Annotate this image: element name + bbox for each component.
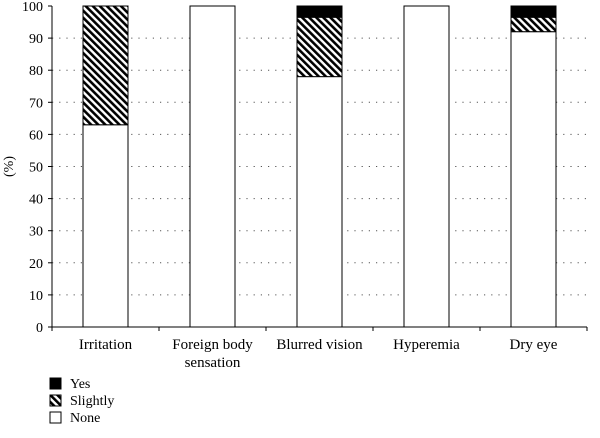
- bar-none-4: [510, 31, 557, 328]
- bar-none-2: [296, 76, 343, 328]
- y-tick-label-50: 50: [29, 161, 43, 176]
- y-tick-label-40: 40: [29, 193, 43, 208]
- bar-slightly-4: [510, 16, 557, 33]
- bar-none-1: [189, 5, 236, 328]
- legend-label-slightly: Slightly: [70, 394, 114, 409]
- y-tick-label-60: 60: [29, 128, 43, 143]
- y-tick-label-20: 20: [29, 257, 43, 272]
- bar-none-0: [82, 124, 129, 328]
- legend-swatch-slightly: [49, 394, 62, 407]
- legend: Yes Slightly None: [49, 377, 114, 426]
- tick-labels: Irritation Foreign body sensation Blurred v…: [2, 0, 558, 371]
- bar-none-3: [403, 5, 450, 328]
- legend-swatch-none: [49, 411, 62, 424]
- y-tick-label-30: 30: [29, 225, 43, 240]
- y-axis-label: (%): [2, 156, 17, 177]
- bar-yes-2: [296, 5, 343, 18]
- legend-label-none: None: [70, 411, 100, 426]
- legend-swatch-yes: [49, 377, 62, 390]
- y-tick-label-80: 80: [29, 64, 43, 79]
- x-tick-label-0: Irritation: [79, 337, 133, 353]
- legend-label-yes: Yes: [70, 377, 90, 392]
- x-tick-label-2: Blurred vision: [276, 337, 363, 353]
- bar-yes-4: [510, 5, 557, 18]
- axes: [48, 5, 588, 331]
- y-tick-label-100: 100: [22, 0, 43, 15]
- bar-slightly-0: [82, 5, 129, 126]
- x-tick-label-4: Dry eye: [510, 337, 558, 353]
- x-tick-label-3: Hyperemia: [393, 337, 460, 353]
- bar-slightly-2: [296, 16, 343, 78]
- y-tick-label-90: 90: [29, 32, 43, 47]
- x-tick-label-1: Foreign body sensation: [172, 337, 253, 371]
- y-tick-label-70: 70: [29, 96, 43, 111]
- y-tick-label-0: 0: [36, 321, 43, 336]
- y-tick-label-10: 10: [29, 289, 43, 304]
